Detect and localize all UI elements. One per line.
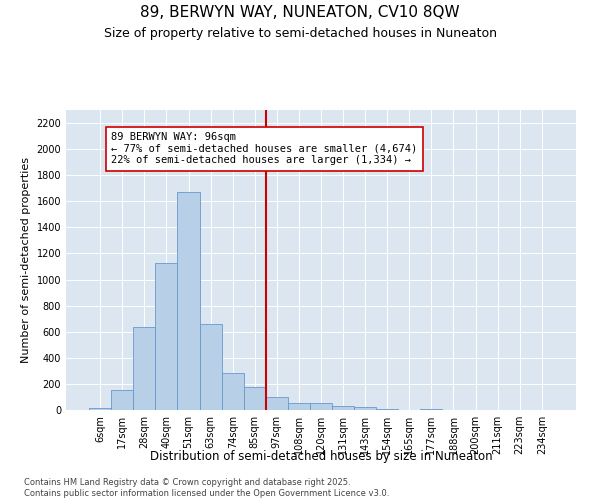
Bar — [178, 192, 200, 410]
Bar — [354, 406, 376, 410]
Bar — [266, 397, 288, 410]
Bar — [155, 262, 178, 410]
Text: 89 BERWYN WAY: 96sqm
← 77% of semi-detached houses are smaller (4,674)
22% of se: 89 BERWYN WAY: 96sqm ← 77% of semi-detac… — [111, 132, 418, 166]
Bar — [111, 390, 133, 410]
Bar — [288, 404, 310, 410]
Bar — [310, 404, 332, 410]
Bar — [332, 406, 354, 410]
Bar — [244, 387, 266, 410]
Bar — [89, 408, 111, 410]
Text: Contains HM Land Registry data © Crown copyright and database right 2025.
Contai: Contains HM Land Registry data © Crown c… — [24, 478, 389, 498]
Bar — [133, 326, 155, 410]
Bar — [200, 324, 221, 410]
Y-axis label: Number of semi-detached properties: Number of semi-detached properties — [21, 157, 31, 363]
Text: Distribution of semi-detached houses by size in Nuneaton: Distribution of semi-detached houses by … — [149, 450, 493, 463]
Bar — [221, 373, 244, 410]
Text: Size of property relative to semi-detached houses in Nuneaton: Size of property relative to semi-detach… — [104, 28, 497, 40]
Text: 89, BERWYN WAY, NUNEATON, CV10 8QW: 89, BERWYN WAY, NUNEATON, CV10 8QW — [140, 5, 460, 20]
Bar — [376, 409, 398, 410]
